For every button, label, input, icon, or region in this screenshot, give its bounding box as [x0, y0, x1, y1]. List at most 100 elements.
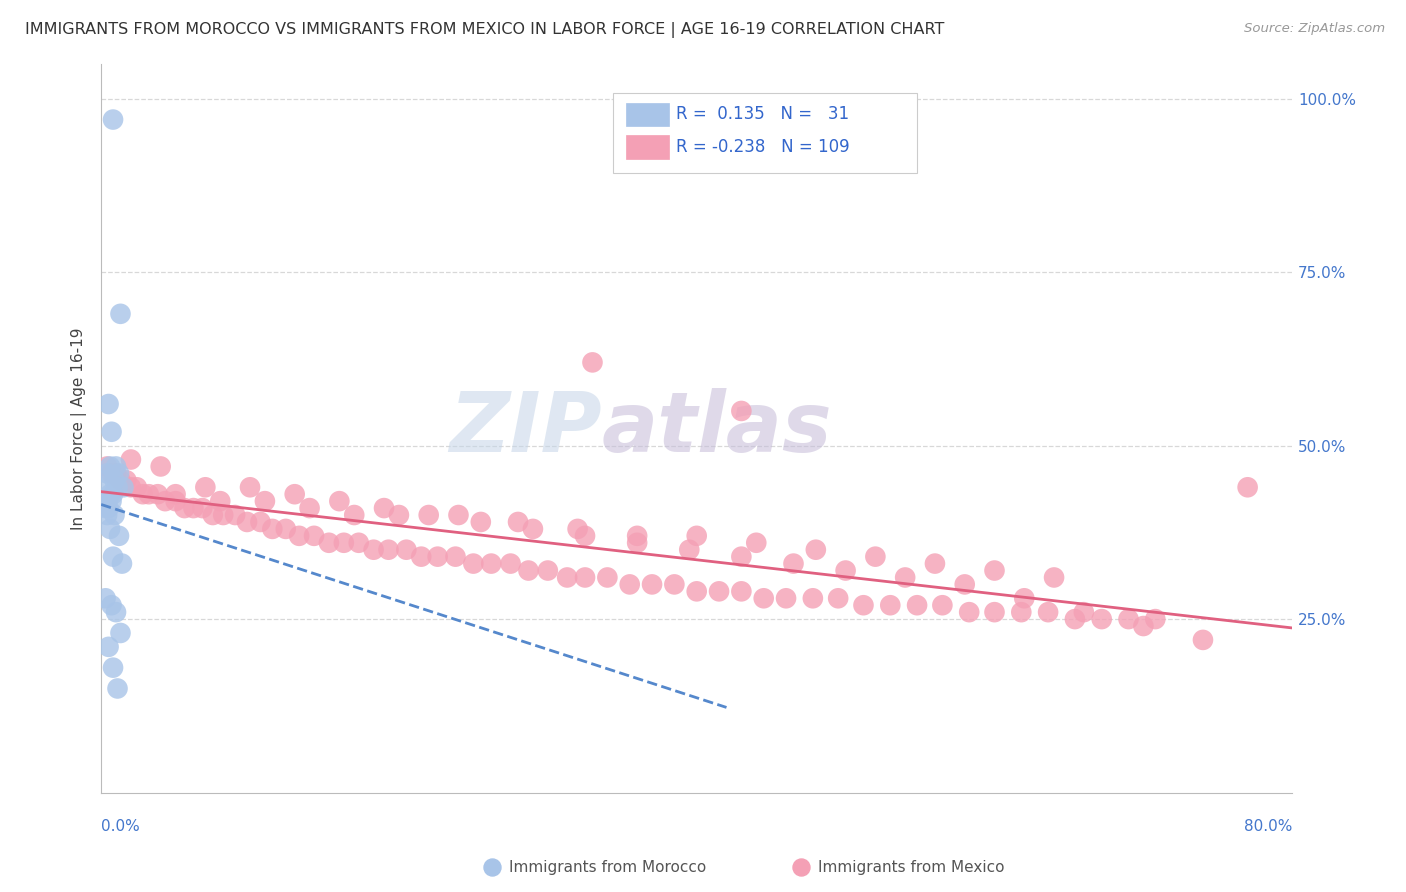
Point [194, 480, 217, 494]
Point [318, 535, 340, 549]
Point [924, 557, 946, 571]
Text: Immigrants from Morocco: Immigrants from Morocco [509, 860, 706, 874]
Point [115, 473, 138, 487]
Point [1144, 612, 1167, 626]
Point [395, 542, 418, 557]
Point [191, 501, 214, 516]
Point [100, 425, 122, 439]
Point [444, 549, 467, 564]
Point [249, 515, 271, 529]
Point [138, 487, 160, 501]
Point [105, 467, 128, 481]
Point [100, 598, 122, 612]
Point [626, 535, 648, 549]
Point [363, 542, 385, 557]
Point [678, 542, 700, 557]
Point [939, 766, 962, 780]
Point [834, 564, 856, 578]
Point [574, 529, 596, 543]
Point [94, 473, 117, 487]
Point [931, 598, 953, 612]
Text: 80.0%: 80.0% [1244, 819, 1292, 834]
Point [426, 549, 449, 564]
Point [153, 494, 176, 508]
Point [96, 467, 118, 481]
Point [103, 508, 125, 522]
Text: Immigrants from Mexico: Immigrants from Mexico [818, 860, 1005, 874]
Point [165, 487, 187, 501]
Point [752, 591, 775, 606]
Point [125, 480, 148, 494]
Point [827, 591, 849, 606]
Point [522, 522, 544, 536]
Point [388, 508, 411, 522]
Point [1118, 612, 1140, 626]
Point [110, 307, 132, 321]
Point [641, 577, 664, 591]
FancyBboxPatch shape [627, 103, 669, 126]
Point [94, 591, 117, 606]
Point [782, 557, 804, 571]
FancyBboxPatch shape [627, 136, 669, 159]
Point [100, 494, 122, 508]
Point [347, 535, 370, 549]
Point [852, 598, 875, 612]
Point [101, 660, 124, 674]
Point [953, 577, 976, 591]
Point [730, 584, 752, 599]
Point [112, 480, 135, 494]
Point [463, 557, 485, 571]
Point [865, 549, 887, 564]
Point [1014, 591, 1036, 606]
Point [120, 452, 142, 467]
FancyBboxPatch shape [613, 93, 917, 173]
Point [108, 467, 131, 481]
Point [173, 501, 195, 516]
Point [479, 557, 502, 571]
Point [730, 404, 752, 418]
Point [499, 557, 522, 571]
Point [664, 577, 686, 591]
Point [626, 529, 648, 543]
Point [879, 598, 901, 612]
Point [373, 501, 395, 516]
Point [730, 549, 752, 564]
Y-axis label: In Labor Force | Age 16-19: In Labor Force | Age 16-19 [72, 327, 87, 530]
Text: atlas: atlas [602, 388, 832, 469]
Text: Source: ZipAtlas.com: Source: ZipAtlas.com [1244, 22, 1385, 36]
Point [343, 508, 366, 522]
Point [596, 570, 619, 584]
Point [132, 487, 155, 501]
Point [567, 522, 589, 536]
Point [97, 501, 120, 516]
Point [274, 522, 297, 536]
Point [1073, 605, 1095, 619]
Point [801, 591, 824, 606]
Text: ZIP: ZIP [449, 388, 602, 469]
Point [149, 459, 172, 474]
Point [775, 591, 797, 606]
Point [105, 459, 128, 474]
Point [110, 473, 132, 487]
Point [905, 598, 928, 612]
Point [574, 570, 596, 584]
Point [1236, 480, 1258, 494]
Point [146, 487, 169, 501]
Point [98, 487, 121, 501]
Point [111, 557, 134, 571]
Point [101, 112, 124, 127]
Point [98, 522, 121, 536]
Point [581, 355, 603, 369]
Point [209, 494, 232, 508]
Text: IMMIGRANTS FROM MOROCCO VS IMMIGRANTS FROM MEXICO IN LABOR FORCE | AGE 16-19 COR: IMMIGRANTS FROM MOROCCO VS IMMIGRANTS FR… [25, 22, 945, 38]
Point [288, 529, 311, 543]
Point [108, 529, 131, 543]
Point [537, 564, 560, 578]
Point [96, 494, 118, 508]
Point [686, 584, 709, 599]
Point [1091, 612, 1114, 626]
Point [284, 487, 307, 501]
Point [957, 605, 980, 619]
Point [96, 459, 118, 474]
Point [517, 564, 540, 578]
